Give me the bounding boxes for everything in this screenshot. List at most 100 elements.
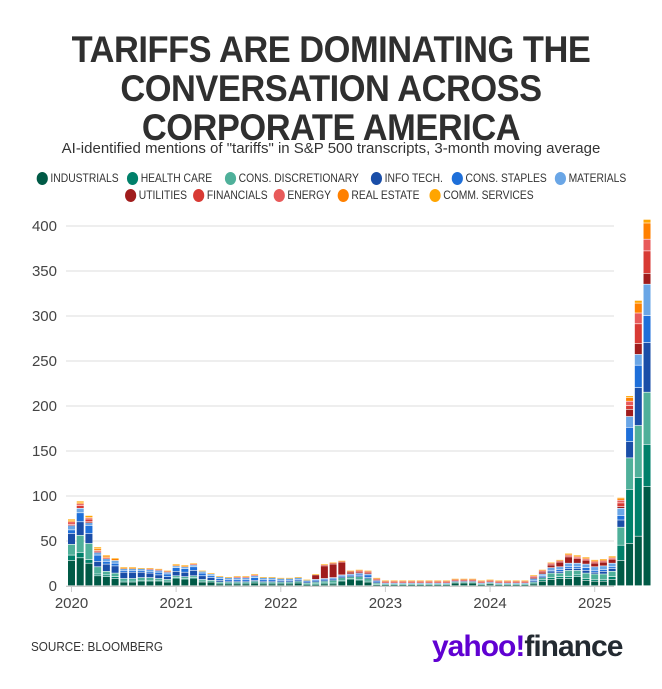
bar-segment-industrials [442,585,450,586]
bar-segment-energy [565,555,573,556]
bar-segment-industrials [364,582,372,586]
bar-stack [460,578,468,586]
bar-segment-utilities [320,566,328,579]
legend-label: CONS. DISCRETIONARY [238,171,360,185]
bar-segment-cons-staples [556,569,564,571]
x-tick-label: 2021 [159,595,192,612]
bar-segment-energy [460,579,468,581]
bar-segment-energy [530,576,538,577]
legend-swatch-icon [555,172,567,185]
bar-segment-materials [338,575,346,576]
bar-segment-cons-discretionary [251,581,259,583]
bar-segment-info-tech [190,570,198,576]
bar-segment-cons-discretionary [408,584,416,585]
bar-segment-comm-services [521,580,529,582]
bar-segment-comm-services [242,576,250,577]
bar-stack [355,569,363,586]
bar-segment-health-care [556,577,564,579]
bar-segment-industrials [486,584,494,586]
bar-segment-industrials [338,581,346,586]
bar-segment-utilities [329,564,337,578]
bar-segment-industrials [102,577,110,586]
bar-segment-health-care [268,583,276,584]
bar-segment-comm-services [137,568,145,569]
bar-segment-industrials [190,578,198,586]
bar-stack [538,569,546,586]
legend-swatch-icon [225,172,237,185]
bar-stack [425,580,433,586]
bar-segment-materials [451,581,459,583]
legend-swatch-icon [429,189,441,202]
bar-segment-industrials [277,584,285,586]
bar-segment-info-tech [120,572,128,579]
bar-segment-health-care [312,584,320,585]
bar-segment-cons-discretionary [120,578,128,581]
bar-segment-health-care [198,581,206,583]
bar-segment-real-estate [120,568,128,569]
bar-stack [634,300,642,586]
bar-segment-industrials [599,581,607,586]
bar-segment-cons-staples [181,568,189,572]
bar-segment-industrials [303,585,311,586]
bar-segment-financials [591,562,599,564]
bar-segment-financials [355,571,363,573]
bar-segment-cons-staples [102,561,110,564]
bar-stack [181,565,189,586]
bar-segment-industrials [233,584,241,586]
bar-segment-energy [573,557,581,558]
bar-stack [434,580,442,586]
bar-segment-materials [286,578,293,580]
bar-segment-cons-staples [286,580,293,582]
legend-item-industrials: INDUSTRIALS [36,170,118,187]
bar-segment-cons-staples [347,575,355,576]
bar-stack [608,556,616,586]
bar-segment-materials [347,574,355,575]
bar-segment-materials [573,563,581,567]
bar-segment-cons-discretionary [460,582,468,583]
x-tick-label: 2022 [264,595,297,612]
bar-segment-info-tech [626,442,634,458]
bar-segment-comm-services [626,396,634,398]
bar-segment-cons-discretionary [294,581,302,583]
bar-segment-health-care [259,583,267,584]
bar-segment-industrials [512,585,520,586]
bar-segment-energy [390,581,398,583]
bar-segment-industrials [137,581,145,586]
bar-segment-comm-services [381,580,389,582]
bar-segment-health-care [181,578,189,580]
bar-segment-comm-services [268,577,276,578]
bar-segment-financials [486,581,494,583]
bar-segment-industrials [538,581,546,586]
bar-segment-industrials [76,558,84,586]
bar-segment-cons-staples [137,570,145,572]
bar-segment-info-tech [242,581,250,583]
bar-segment-materials [556,567,564,570]
bar-segment-comm-services [364,570,372,572]
bar-segment-cons-discretionary [190,576,198,578]
bar-segment-financials [512,582,520,583]
legend-label: ENERGY [287,188,331,202]
bar-segment-financials [599,561,607,563]
bar-segment-cons-staples [216,578,224,580]
x-tick-label: 2023 [369,595,402,612]
bar-segment-financials [521,582,529,583]
bar-segment-comm-services [216,576,224,577]
bar-segment-health-care [120,581,128,583]
bar-segment-real-estate [181,566,189,567]
bar-segment-cons-discretionary [442,584,450,585]
bar-segment-energy [408,581,416,583]
bar-segment-industrials [355,580,363,586]
bar-segment-health-care [137,580,145,582]
bar-segment-energy [512,581,520,583]
bar-segment-cons-staples [608,567,616,569]
bar-segment-cons-discretionary [111,573,119,577]
bar-segment-financials [565,556,573,557]
bar-segment-cons-discretionary [547,573,555,578]
bar-stack [190,563,198,586]
bar-segment-materials [146,569,154,571]
bar-segment-health-care [85,559,93,563]
bar-stack [442,580,450,586]
bar-stack [381,580,389,586]
bar-segment-utilities [573,559,581,563]
bar-segment-info-tech [224,581,232,583]
